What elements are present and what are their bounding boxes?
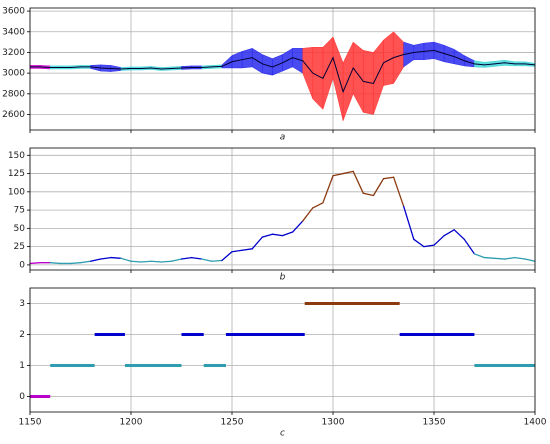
- y-tick-label: 3600: [2, 7, 25, 17]
- line-segment: [231, 249, 243, 253]
- line-segment: [372, 178, 385, 197]
- line-segment: [342, 170, 354, 175]
- line-segment: [190, 256, 203, 260]
- line-segment: [261, 233, 274, 238]
- line-segment: [362, 192, 375, 197]
- x-axis-label: b: [280, 273, 286, 283]
- x-tick-label: 1300: [322, 418, 345, 428]
- plot-frame: [29, 147, 536, 271]
- line-segment: [251, 236, 263, 250]
- line-segment: [271, 233, 284, 237]
- band: [332, 36, 344, 121]
- x-tick-label: 1250: [221, 418, 244, 428]
- y-tick-label: 3000: [2, 69, 25, 79]
- line-segment: [281, 231, 294, 237]
- y-tick-label: 0: [19, 260, 25, 270]
- line-segment: [312, 202, 324, 209]
- band: [312, 47, 324, 110]
- plot-frame: [29, 7, 536, 131]
- line: [30, 49, 536, 94]
- y-tick-label: 75: [14, 206, 25, 216]
- y-tick-label: 25: [14, 242, 25, 252]
- line-segment: [302, 207, 314, 222]
- line-segment: [100, 256, 112, 260]
- plot-frame: [29, 287, 536, 413]
- line-segment: [140, 260, 152, 263]
- line-segment: [382, 176, 395, 180]
- line-segment: [322, 175, 334, 204]
- line-segment: [291, 220, 304, 233]
- y-tick-label: 150: [8, 151, 25, 161]
- line-segment: [443, 229, 455, 237]
- line-segment: [160, 260, 173, 263]
- band: [302, 47, 314, 100]
- line-segment: [79, 260, 92, 264]
- line-segment: [110, 256, 122, 259]
- line-segment: [524, 258, 536, 262]
- line-segment: [332, 172, 344, 177]
- band: [342, 42, 354, 121]
- y-tick-label: 100: [8, 187, 25, 197]
- band: [373, 39, 384, 115]
- y-tick-label: 3400: [2, 27, 25, 37]
- y-tick-label: 2800: [2, 89, 25, 99]
- y-tick-label: 50: [14, 224, 26, 234]
- x-tick-label: 1400: [524, 418, 547, 428]
- line-segment: [170, 258, 183, 262]
- line-segment: [504, 256, 516, 260]
- line-segment: [453, 229, 465, 240]
- line-segment: [423, 244, 435, 248]
- line-segment: [514, 256, 526, 260]
- line-segment: [180, 256, 193, 260]
- line-segment: [120, 257, 132, 262]
- line-segment: [403, 205, 415, 240]
- y-tick-label: 1: [19, 361, 25, 371]
- line-segment: [211, 259, 223, 262]
- line-segment: [483, 256, 496, 259]
- y-tick-label: 2600: [2, 110, 25, 120]
- line-segment: [69, 262, 82, 265]
- band: [322, 36, 334, 110]
- x-tick-label: 1350: [423, 418, 446, 428]
- y-tick-label: 2: [19, 330, 25, 340]
- line-segment: [150, 260, 162, 263]
- line-segment: [89, 258, 102, 262]
- x-axis-label: c: [280, 429, 285, 439]
- y-tick-label: 0: [19, 392, 25, 402]
- x-tick-label: 1150: [19, 418, 42, 428]
- line-segment: [130, 260, 142, 263]
- x-axis-label: a: [280, 133, 286, 143]
- line-segment: [473, 253, 486, 259]
- y-tick-label: 125: [8, 169, 25, 179]
- line-segment: [463, 238, 476, 255]
- line-segment: [493, 257, 506, 260]
- x-tick-label: 1200: [120, 418, 143, 428]
- line-segment: [221, 251, 233, 262]
- band: [352, 41, 364, 113]
- line-segment: [413, 238, 425, 248]
- line-segment: [201, 258, 213, 262]
- line-segment: [392, 176, 405, 208]
- y-tick-label: 3200: [2, 48, 25, 58]
- line-segment: [433, 235, 445, 246]
- line-segment: [352, 170, 364, 194]
- y-tick-label: 3: [19, 299, 25, 309]
- line-segment: [49, 262, 61, 265]
- line-segment: [241, 248, 253, 251]
- line-segment: [29, 262, 41, 265]
